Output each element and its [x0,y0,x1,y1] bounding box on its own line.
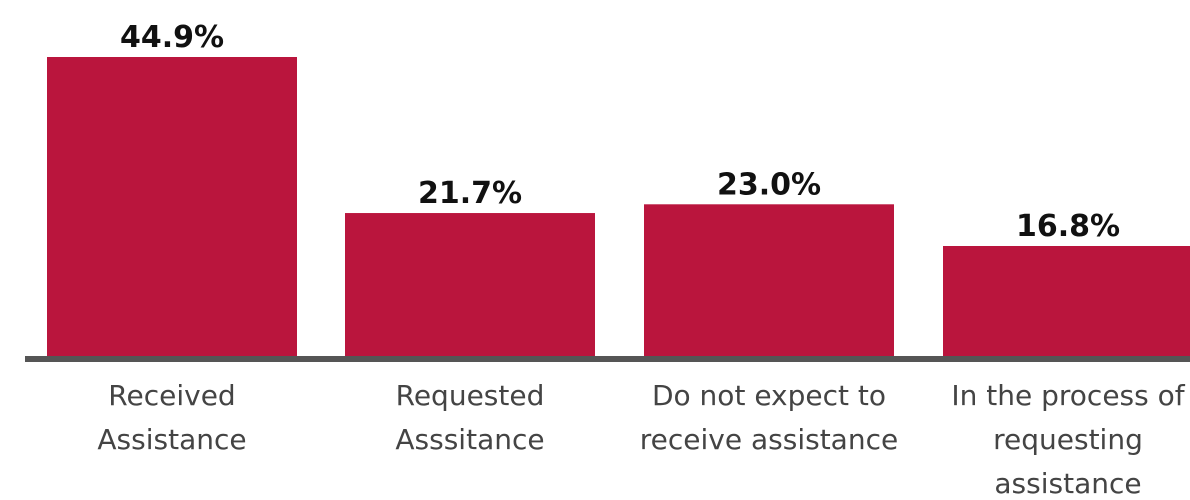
category-label-line: Received [108,379,235,412]
bar-1 [47,57,297,359]
category-label-line: assistance [994,467,1141,500]
category-label-line: In the process of [951,379,1185,412]
category-label-2: Requested Asssitance [395,379,544,456]
bars-group [47,57,1190,359]
value-labels-group: 44.9% 21.7% 23.0% 16.8% [120,20,1120,244]
category-label-line: Assistance [97,423,246,456]
category-label-line: requesting [993,423,1143,456]
bar-4 [943,246,1190,359]
bar-value-label-4: 16.8% [1016,209,1120,244]
bar-value-label-3: 23.0% [717,167,821,202]
category-label-line: Requested [396,379,545,412]
bar-3 [644,204,894,359]
category-labels-group: Received Assistance Requested Asssitance Do … [97,379,1185,500]
category-label-1: Received Assistance [97,379,246,456]
category-label-4: In the process of requesting assistance [951,379,1185,500]
category-label-3: Do not expect to receive assistance [640,379,898,456]
bar-value-label-1: 44.9% [120,20,224,55]
category-label-line: Asssitance [395,423,544,456]
category-label-line: Do not expect to [652,379,886,412]
bar-2 [345,213,595,359]
bar-value-label-2: 21.7% [418,176,522,211]
category-label-line: receive assistance [640,423,898,456]
